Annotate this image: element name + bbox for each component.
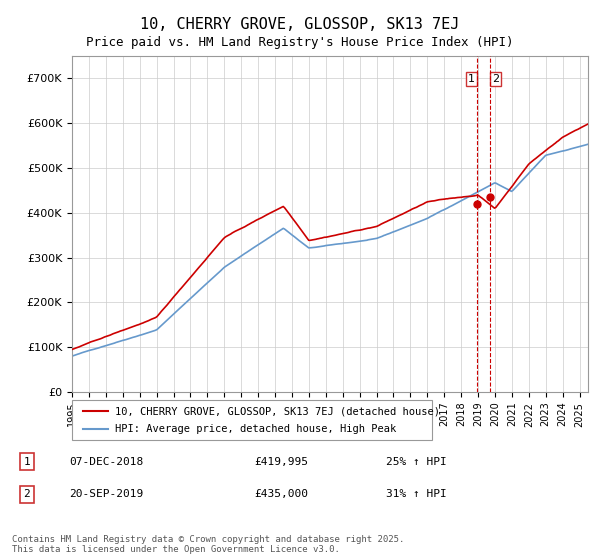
Text: HPI: Average price, detached house, High Peak: HPI: Average price, detached house, High…: [115, 423, 397, 433]
Text: Contains HM Land Registry data © Crown copyright and database right 2025.
This d: Contains HM Land Registry data © Crown c…: [12, 535, 404, 554]
Text: 31% ↑ HPI: 31% ↑ HPI: [386, 489, 447, 500]
FancyBboxPatch shape: [72, 400, 432, 440]
Text: Price paid vs. HM Land Registry's House Price Index (HPI): Price paid vs. HM Land Registry's House …: [86, 36, 514, 49]
Text: 25% ↑ HPI: 25% ↑ HPI: [386, 457, 447, 467]
Text: 1: 1: [23, 457, 30, 467]
Text: 2: 2: [492, 74, 499, 84]
Text: 10, CHERRY GROVE, GLOSSOP, SK13 7EJ: 10, CHERRY GROVE, GLOSSOP, SK13 7EJ: [140, 17, 460, 32]
Text: 07-DEC-2018: 07-DEC-2018: [70, 457, 144, 467]
Text: 20-SEP-2019: 20-SEP-2019: [70, 489, 144, 500]
Text: 10, CHERRY GROVE, GLOSSOP, SK13 7EJ (detached house): 10, CHERRY GROVE, GLOSSOP, SK13 7EJ (det…: [115, 407, 440, 417]
Text: 1: 1: [468, 74, 475, 84]
Text: £419,995: £419,995: [254, 457, 308, 467]
Text: £435,000: £435,000: [254, 489, 308, 500]
Text: 2: 2: [23, 489, 30, 500]
